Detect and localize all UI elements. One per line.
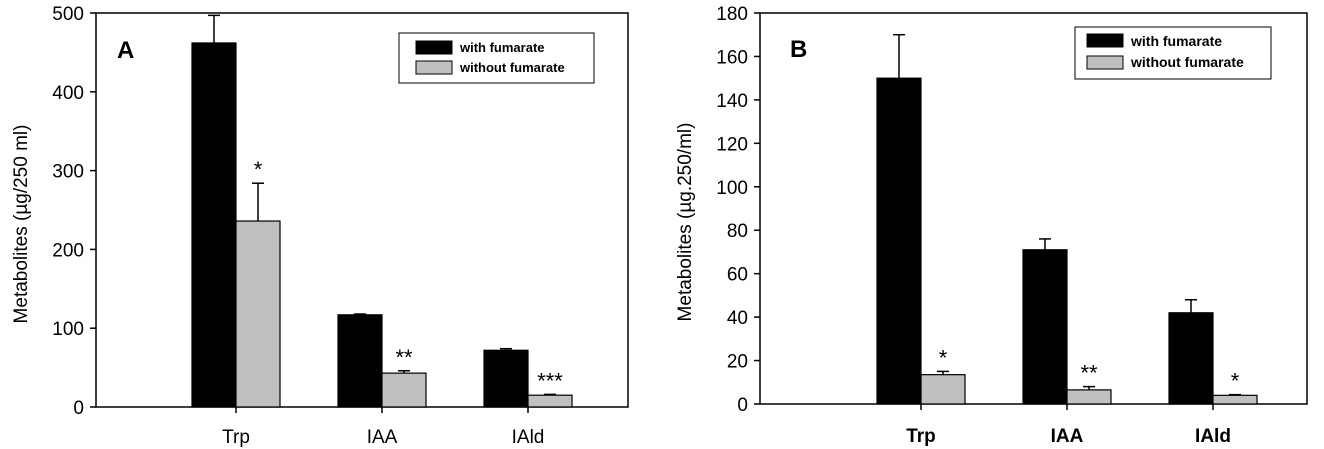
bar-with-fumarate-trp (876, 77, 922, 405)
y-tick-label: 0 (73, 398, 84, 419)
y-tick-label: 100 (52, 319, 84, 340)
chart-b-panel-label: B (790, 36, 807, 63)
bar-with-fumarate-trp (191, 42, 237, 408)
x-tick-label: IAA (1051, 426, 1084, 447)
legend-label-without-fumarate: without fumarate (1130, 54, 1244, 70)
significance-marker: ** (395, 345, 413, 370)
legend-swatch-without-fumarate (1086, 55, 1124, 70)
significance-marker: ** (1080, 361, 1098, 386)
chart-a-annotations: ****** (254, 157, 564, 393)
bar-without-fumarate-iaa (381, 372, 427, 408)
chart-a-bars (191, 42, 573, 408)
y-tick-label: 200 (52, 240, 84, 261)
chart-b-error-bars (893, 33, 1241, 396)
y-tick-label: 300 (52, 162, 84, 183)
y-tick-label: 80 (727, 221, 748, 242)
x-tick-label: Trp (906, 426, 936, 447)
legend-swatch-without-fumarate (415, 60, 453, 75)
significance-marker: *** (537, 368, 563, 393)
legend-swatch-with-fumarate (415, 40, 453, 55)
legend-label-without-fumarate: without fumarate (459, 60, 565, 75)
y-tick-label: 140 (716, 91, 748, 112)
bar-with-fumarate-iald (1168, 312, 1214, 405)
chart-b-y-ticks: 0 20 40 60 80 100 120 140 160 180 (716, 4, 760, 416)
y-tick-label: 400 (52, 83, 84, 104)
chart-b-x-ticks: Trp IAA IAld (906, 404, 1231, 447)
y-tick-label: 100 (716, 178, 748, 199)
legend-label-with-fumarate: with fumarate (1130, 33, 1222, 49)
bar-without-fumarate-trp (235, 220, 281, 408)
legend-label-with-fumarate: with fumarate (459, 40, 545, 55)
bar-without-fumarate-trp (920, 374, 966, 405)
chart-a-panel-label: A (117, 37, 134, 64)
y-tick-label: 0 (737, 395, 748, 416)
y-tick-label: 180 (716, 4, 748, 25)
significance-marker: * (254, 157, 263, 182)
chart-b-legend: with fumarate without fumarate (1074, 26, 1272, 80)
y-tick-label: 40 (727, 308, 748, 329)
bar-without-fumarate-iaa (1066, 389, 1112, 405)
bar-without-fumarate-iald (1212, 394, 1258, 405)
chart-a-y-ticks: 0 100 200 300 400 500 (52, 4, 96, 419)
y-tick-label: 500 (52, 4, 84, 25)
x-tick-label: IAld (512, 427, 545, 448)
x-tick-label: IAA (367, 427, 398, 448)
legend-swatch-with-fumarate (1086, 33, 1124, 48)
significance-marker: * (1231, 369, 1240, 394)
chart-a-legend: with fumarate without fumarate (398, 32, 595, 84)
y-tick-label: 160 (716, 47, 748, 68)
y-tick-label: 60 (727, 265, 748, 286)
bar-with-fumarate-iaa (1022, 249, 1068, 405)
y-tick-label: 20 (727, 352, 748, 373)
chart-b-annotations: *** * (939, 345, 1240, 393)
x-tick-label: Trp (222, 427, 250, 448)
x-tick-label: IAld (1195, 426, 1231, 447)
chart-b-y-axis-label: Metabolites (µg.250/ml) (675, 123, 696, 322)
bar-with-fumarate-iald (483, 349, 529, 408)
chart-a-x-ticks: Trp IAA IAld (222, 407, 544, 448)
significance-marker: * (939, 345, 948, 370)
chart-b-bars (876, 77, 1258, 405)
bar-without-fumarate-iald (527, 394, 573, 408)
chart-a-error-bars (208, 14, 556, 396)
y-tick-label: 120 (716, 134, 748, 155)
bar-with-fumarate-iaa (337, 314, 383, 408)
chart-a-y-axis-label: Metabolites (µg/250 ml) (11, 125, 32, 324)
